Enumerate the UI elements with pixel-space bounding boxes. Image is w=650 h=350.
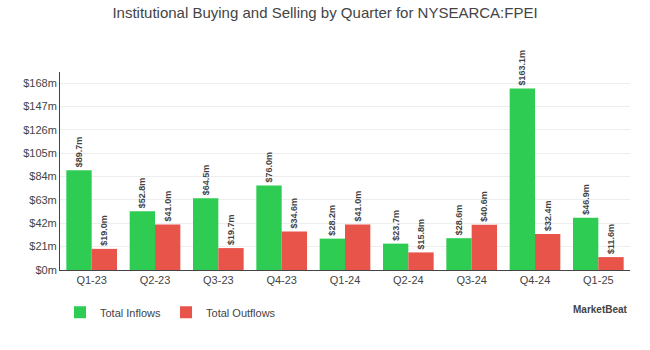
svg-text:MarketBeat: MarketBeat: [573, 304, 628, 315]
svg-text:$28.2m: $28.2m: [327, 205, 337, 236]
svg-text:$63m: $63m: [29, 194, 57, 206]
svg-text:$19.0m: $19.0m: [99, 215, 109, 246]
svg-text:$23.7m: $23.7m: [391, 210, 401, 241]
svg-text:$105m: $105m: [23, 147, 57, 159]
svg-text:$42m: $42m: [29, 217, 57, 229]
svg-text:$15.8m: $15.8m: [416, 219, 426, 250]
svg-text:Q1-24: Q1-24: [330, 274, 361, 286]
svg-text:$46.9m: $46.9m: [581, 184, 591, 215]
svg-text:$76.0m: $76.0m: [264, 152, 274, 183]
svg-text:$52.8m: $52.8m: [137, 178, 147, 209]
svg-text:$64.5m: $64.5m: [201, 165, 211, 196]
svg-text:Q1-25: Q1-25: [583, 274, 614, 286]
svg-text:Institutional Buying and Selli: Institutional Buying and Selling by Quar…: [112, 4, 537, 21]
svg-text:Total Inflows: Total Inflows: [100, 307, 161, 319]
svg-text:$168m: $168m: [23, 77, 57, 89]
svg-text:$34.6m: $34.6m: [289, 198, 299, 229]
svg-text:Q4-24: Q4-24: [520, 274, 551, 286]
svg-text:Q2-23: Q2-23: [140, 274, 171, 286]
svg-text:Q3-23: Q3-23: [203, 274, 234, 286]
svg-text:Q2-24: Q2-24: [393, 274, 424, 286]
svg-text:$41.0m: $41.0m: [163, 191, 173, 222]
svg-text:$11.6m: $11.6m: [606, 224, 616, 254]
svg-text:$41.0m: $41.0m: [353, 191, 363, 222]
svg-text:$19.7m: $19.7m: [226, 215, 236, 246]
svg-text:$0m: $0m: [35, 264, 56, 276]
svg-text:Q1-23: Q1-23: [76, 274, 107, 286]
svg-text:$28.6m: $28.6m: [454, 205, 464, 236]
svg-text:Q4-23: Q4-23: [266, 274, 297, 286]
svg-text:$32.4m: $32.4m: [543, 200, 553, 231]
svg-text:Total Outflows: Total Outflows: [206, 307, 276, 319]
svg-text:$126m: $126m: [23, 124, 57, 136]
svg-text:$40.6m: $40.6m: [479, 191, 489, 222]
svg-text:$147m: $147m: [23, 100, 57, 112]
svg-text:$84m: $84m: [29, 170, 57, 182]
svg-text:Q3-24: Q3-24: [456, 274, 487, 286]
svg-text:$21m: $21m: [29, 240, 57, 252]
svg-text:$163.1m: $163.1m: [517, 50, 527, 86]
svg-text:$89.7m: $89.7m: [74, 137, 84, 168]
